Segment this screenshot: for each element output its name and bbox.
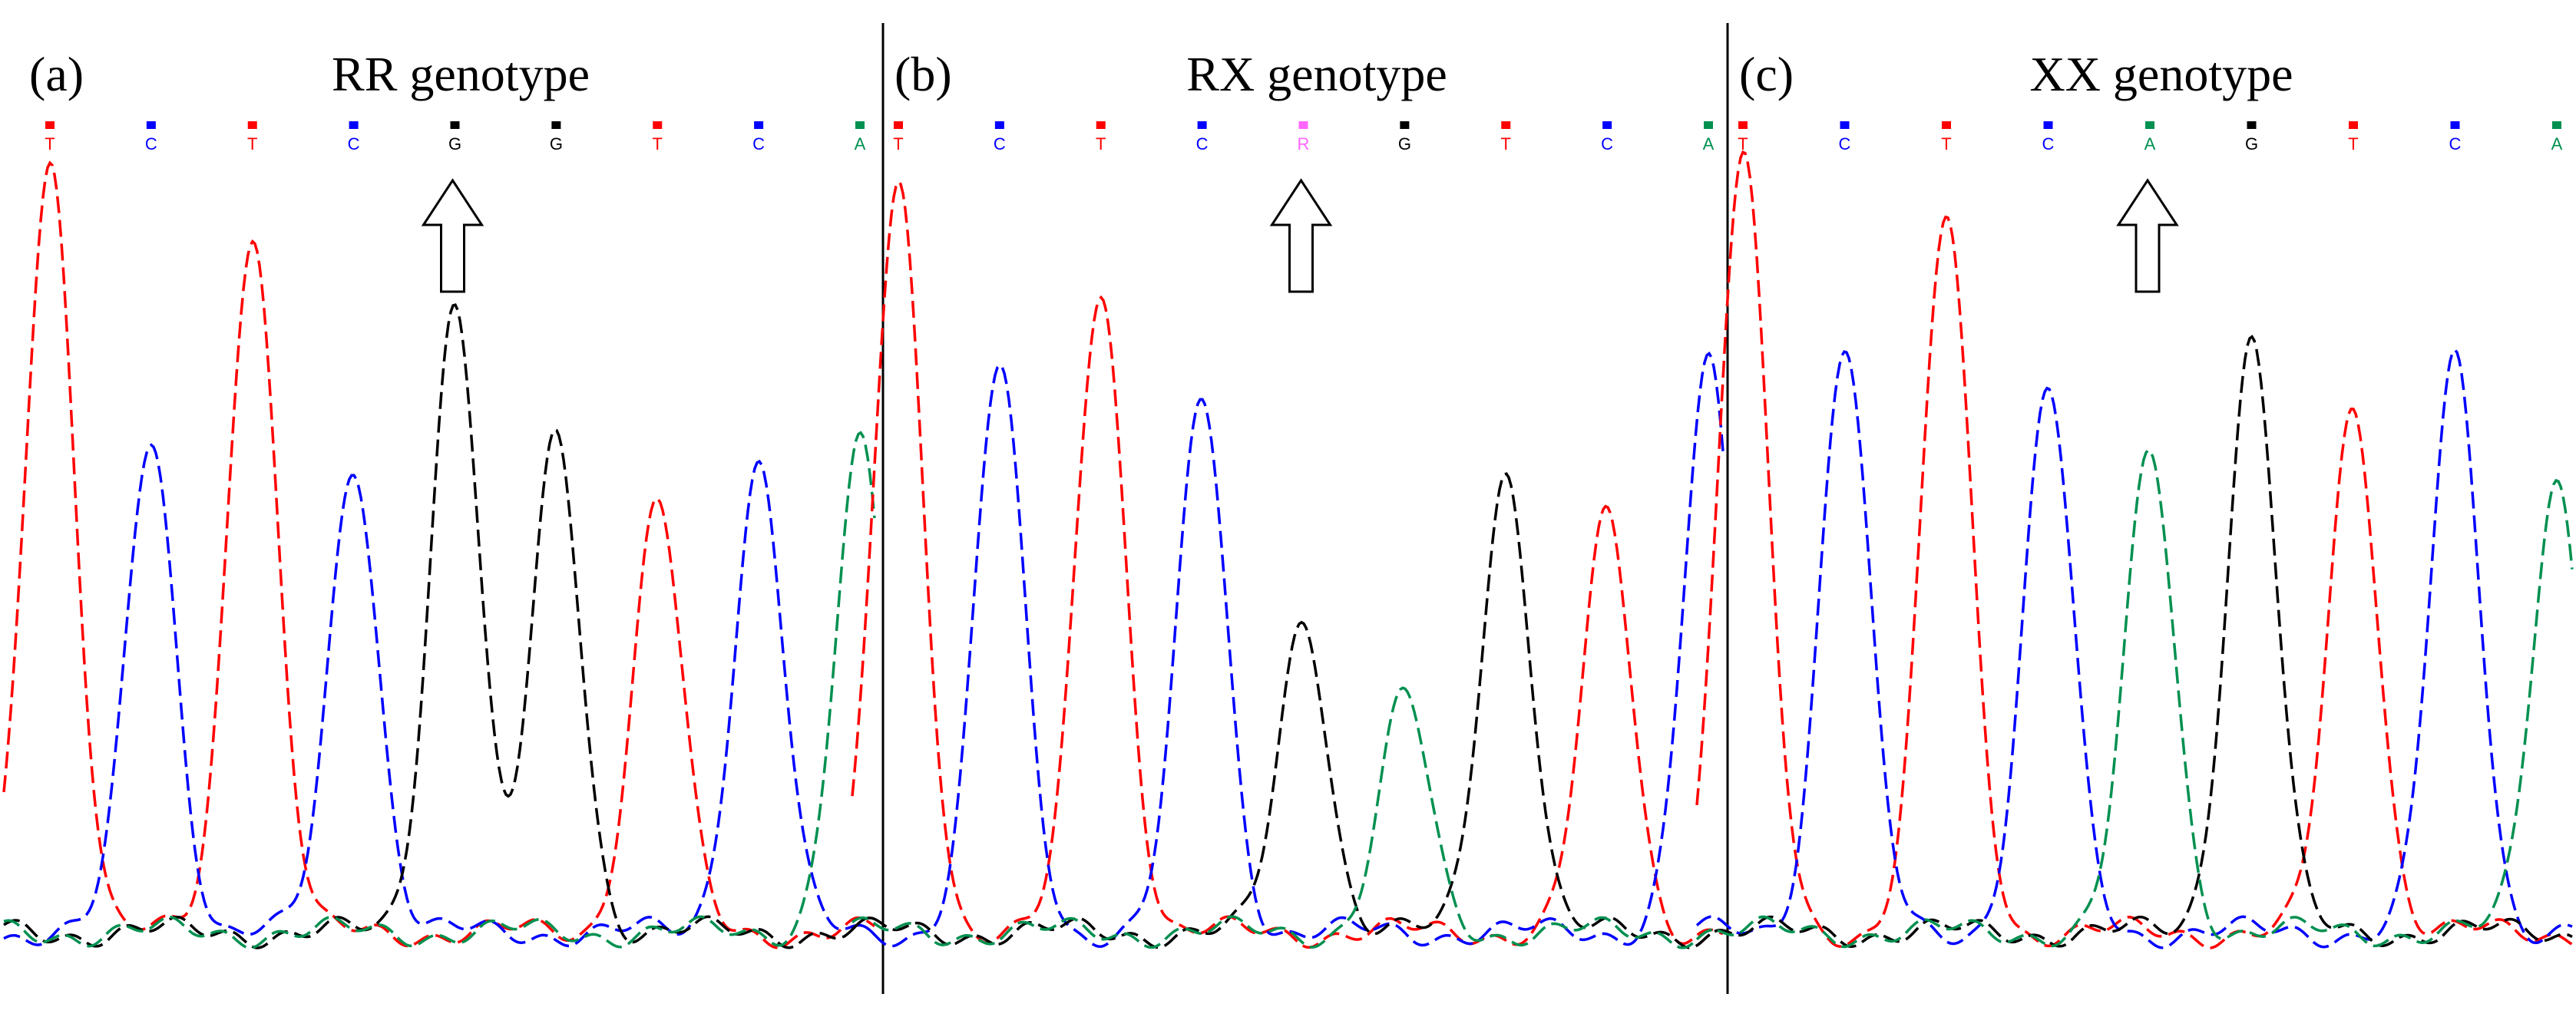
- base-call-letter: C: [348, 134, 360, 154]
- base-marker: [1096, 121, 1106, 129]
- trace-A: [851, 686, 1724, 949]
- base-call-letter: C: [145, 134, 157, 154]
- trace-A: [1695, 447, 2574, 949]
- base-call-letter: T: [2348, 134, 2358, 154]
- base-marker: [1942, 121, 1951, 129]
- panel-b-traces: [851, 179, 1724, 949]
- base-marker: [2247, 121, 2257, 129]
- base-call-letter: A: [2144, 134, 2156, 154]
- base-call-letter: T: [247, 134, 257, 154]
- panel-c-label: (c): [1739, 47, 1794, 101]
- base-call-letter: T: [1501, 134, 1511, 154]
- base-marker: [1704, 121, 1713, 129]
- panel-b: (b) RX genotype T C T C R G T C A: [851, 47, 1724, 949]
- trace-G: [851, 472, 1724, 949]
- trace-C: [3, 443, 876, 948]
- base-marker: [653, 121, 663, 129]
- snp-arrow-shape: [1269, 178, 1333, 293]
- base-call-letter: T: [893, 134, 903, 154]
- base-call-letter: G: [2245, 134, 2258, 154]
- base-marker: [146, 121, 156, 129]
- base-call-letter: A: [2551, 134, 2563, 154]
- panel-a-traces: [2, 160, 876, 949]
- base-call-letter: T: [1738, 134, 1748, 154]
- base-call-letter: T: [45, 134, 55, 154]
- base-marker: [1501, 121, 1511, 129]
- base-marker: [1400, 121, 1410, 129]
- base-call-letter: T: [1096, 134, 1106, 154]
- snp-arrow-shape: [421, 178, 484, 293]
- base-call-letter: C: [752, 134, 765, 154]
- trace-T: [851, 179, 1724, 949]
- snp-arrow-shape: [2116, 178, 2179, 293]
- panel-b-label: (b): [894, 47, 952, 101]
- base-marker: [2552, 121, 2561, 129]
- base-marker: [551, 121, 561, 129]
- base-marker: [855, 121, 865, 129]
- trace-G: [3, 303, 875, 949]
- base-marker: [1840, 121, 1850, 129]
- base-call-letter: T: [653, 134, 663, 154]
- base-call-letter: C: [1196, 134, 1209, 154]
- base-marker: [1298, 121, 1308, 129]
- base-marker: [450, 121, 460, 129]
- base-call-letter: C: [1839, 134, 1851, 154]
- base-marker: [2450, 121, 2460, 129]
- base-marker: [349, 121, 359, 129]
- base-call-letter: R: [1298, 134, 1310, 154]
- panel-c: (c) XX genotype T C T C A G T C A: [1695, 47, 2574, 949]
- base-call-letter: A: [1703, 134, 1715, 154]
- base-marker: [45, 121, 55, 129]
- base-call-letter: G: [448, 134, 461, 154]
- panel-a: (a) RR genotype T C T C G G T C A: [2, 47, 876, 949]
- panel-c-traces: [1695, 150, 2574, 949]
- panel-c-snp-arrow-icon: [2116, 178, 2179, 293]
- base-call-letter: T: [1941, 134, 1951, 154]
- base-marker: [994, 121, 1004, 129]
- trace-T: [1695, 150, 2573, 949]
- trace-A: [3, 431, 876, 949]
- panel-a-title: RR genotype: [332, 47, 590, 101]
- base-marker: [2043, 121, 2053, 129]
- base-marker: [1602, 121, 1612, 129]
- base-call-letter: C: [994, 134, 1006, 154]
- panel-b-snp-arrow-icon: [1269, 178, 1333, 293]
- base-marker: [2145, 121, 2154, 129]
- panel-a-snp-arrow-icon: [421, 178, 484, 293]
- base-call-letter: C: [2449, 134, 2462, 154]
- base-call-letter: C: [2042, 134, 2055, 154]
- base-call-letter: A: [855, 134, 866, 154]
- panel-a-label: (a): [29, 47, 84, 101]
- trace-C: [1695, 347, 2573, 949]
- base-call-letter: G: [1398, 134, 1411, 154]
- base-marker: [894, 121, 903, 129]
- base-marker: [754, 121, 764, 129]
- trace-C: [852, 352, 1724, 948]
- base-marker: [1738, 121, 1748, 129]
- base-marker: [247, 121, 257, 129]
- base-marker: [1197, 121, 1207, 129]
- base-call-letter: G: [550, 134, 563, 154]
- panel-b-title: RX genotype: [1186, 47, 1447, 101]
- base-call-letter: C: [1601, 134, 1613, 154]
- panel-c-title: XX genotype: [2029, 47, 2293, 101]
- base-marker: [2349, 121, 2358, 129]
